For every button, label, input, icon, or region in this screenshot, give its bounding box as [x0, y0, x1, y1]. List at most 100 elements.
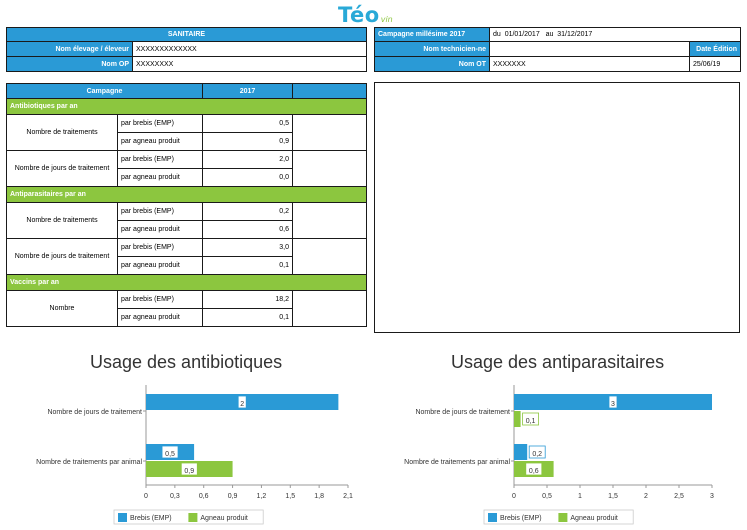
row-value: 3,0	[202, 238, 294, 257]
x-tick-label: 2,5	[674, 493, 684, 500]
group-label: Nombre	[6, 290, 118, 327]
group-label: Nombre de jours de traitement	[6, 150, 118, 187]
campagne-data-table: Campagne 2017 Antibiotiques par an Nombr…	[5, 83, 368, 327]
group-label: Nombre de traitements	[6, 202, 118, 239]
row-value: 2,0	[202, 150, 294, 169]
x-tick-label: 0,5	[542, 493, 552, 500]
campagne-millesime-label: Campagne millésime 2017	[374, 27, 490, 42]
data-label-box	[522, 412, 540, 426]
campagne-dates: du 01/01/2017 au 31/12/2017	[489, 27, 741, 42]
x-tick-label: 0,6	[199, 493, 209, 500]
nom-op-value: XXXXXXXX	[132, 56, 367, 72]
section-vaccins-title: Vaccins par an	[5, 274, 368, 291]
row-value: 0,1	[202, 308, 294, 327]
au-label: au	[545, 31, 554, 38]
legend-swatch	[558, 513, 568, 522]
legend-box	[113, 509, 264, 525]
data-label-box	[528, 445, 546, 459]
du-value: 01/01/2017	[504, 31, 540, 38]
sanitaire-title: SANITAIRE	[6, 27, 367, 42]
row-value: 0,6	[202, 220, 294, 239]
category-label: Nombre de traitements par animal	[36, 459, 142, 466]
legend-swatch	[488, 513, 497, 522]
data-label: 0,2	[532, 451, 542, 458]
legend-label: Brebis (EMP)	[130, 515, 172, 522]
legend-label: Agneau produit	[570, 515, 618, 522]
row-spacer	[292, 290, 368, 327]
row-sublabel: par brebis (EMP)	[116, 202, 204, 221]
x-tick-label: 0,3	[170, 493, 180, 500]
nom-eleveur-value: XXXXXXXXXXXXX	[132, 41, 367, 57]
x-tick-label: 0,9	[228, 493, 238, 500]
chart-antibiotiques: 0 0,3 0,6 0,9 1,2 1,5 1,8 2,1 Nombre de jours de…	[36, 385, 353, 525]
bar	[514, 444, 528, 460]
row-value: 0,0	[202, 168, 294, 187]
x-tick-label: 3	[710, 493, 714, 500]
data-label: 0,5	[165, 451, 175, 458]
chart-title-antibiotiques: Usage des antibiotiques	[90, 352, 283, 372]
nom-eleveur-label: Nom élevage / éleveur	[6, 41, 133, 57]
row-value: 18,2	[202, 290, 294, 309]
chart-title-antiparasitaires: Usage des antiparasitaires	[451, 352, 665, 372]
x-tick-label: 1,2	[257, 493, 267, 500]
row-spacer	[292, 150, 368, 187]
row-value: 0,1	[202, 256, 294, 275]
campagne-info-table: Campagne millésime 2017 du 01/01/2017 au…	[374, 27, 741, 72]
data-label-box	[525, 462, 543, 476]
legend-label: Brebis (EMP)	[500, 515, 542, 522]
x-tick-label: 2,1	[343, 493, 353, 500]
category-label: Nombre de traitements par animal	[404, 459, 510, 466]
campagne-header: Campagne	[5, 83, 204, 99]
row-sublabel: par brebis (EMP)	[116, 238, 204, 257]
data-label-box	[161, 445, 179, 459]
row-spacer	[292, 238, 368, 275]
nom-op-label: Nom OP	[6, 56, 133, 72]
data-label-box	[608, 395, 618, 409]
teovin-logo: Téo vin	[338, 3, 393, 27]
row-value: 0,5	[202, 114, 294, 133]
x-tick-label: 1,5	[608, 493, 618, 500]
legend-label: Agneau produit	[200, 515, 248, 522]
group-label: Nombre de jours de traitement	[6, 238, 118, 275]
date-edition-label: Date Édition	[689, 41, 741, 57]
category-label: Nombre de jours de traitement	[415, 409, 510, 416]
x-tick-label: 1	[578, 493, 582, 500]
section-antiparasitaires-title: Antiparasitaires par an	[5, 186, 368, 203]
data-label-box	[180, 462, 198, 476]
nom-ot-label: Nom OT	[374, 56, 490, 72]
data-label: 0,1	[526, 418, 536, 425]
chart-antiparasitaires: 0 0,5 1 1,5 2 2,5 3 Nombre de jours de traiteme…	[404, 385, 714, 525]
row-value: 0,2	[202, 202, 294, 221]
row-sublabel: par brebis (EMP)	[116, 114, 204, 133]
logo-main: Téo	[338, 3, 380, 27]
data-label: 3	[611, 401, 615, 408]
row-sublabel: par agneau produit	[116, 132, 204, 151]
bar	[514, 411, 521, 427]
logo-sub: vin	[380, 15, 393, 24]
row-value: 0,9	[202, 132, 294, 151]
group-label: Nombre de traitements	[6, 114, 118, 151]
nom-ot-value: XXXXXXX	[489, 56, 690, 72]
row-sublabel: par agneau produit	[116, 308, 204, 327]
nom-technicien-label: Nom technicien-ne	[374, 41, 490, 57]
data-label: 0,9	[184, 468, 194, 475]
header-spacer	[292, 83, 368, 99]
x-tick-label: 0	[512, 493, 516, 500]
row-sublabel: par agneau produit	[116, 256, 204, 275]
data-label-box	[237, 395, 247, 409]
date-edition-value: 25/06/19	[689, 56, 741, 72]
category-label: Nombre de jours de traitement	[47, 409, 142, 416]
au-value: 31/12/2017	[557, 31, 593, 38]
du-label: du	[493, 31, 501, 38]
data-label: 0,6	[529, 468, 539, 475]
row-sublabel: par brebis (EMP)	[116, 150, 204, 169]
row-sublabel: par agneau produit	[116, 220, 204, 239]
row-spacer	[292, 114, 368, 151]
x-tick-label: 1,5	[285, 493, 295, 500]
empty-panel	[374, 82, 740, 333]
year-header: 2017	[202, 83, 294, 99]
legend-swatch	[118, 513, 127, 522]
x-tick-label: 0	[144, 493, 148, 500]
section-antibiotiques-title: Antibiotiques par an	[5, 98, 368, 115]
legend-swatch	[188, 513, 198, 522]
